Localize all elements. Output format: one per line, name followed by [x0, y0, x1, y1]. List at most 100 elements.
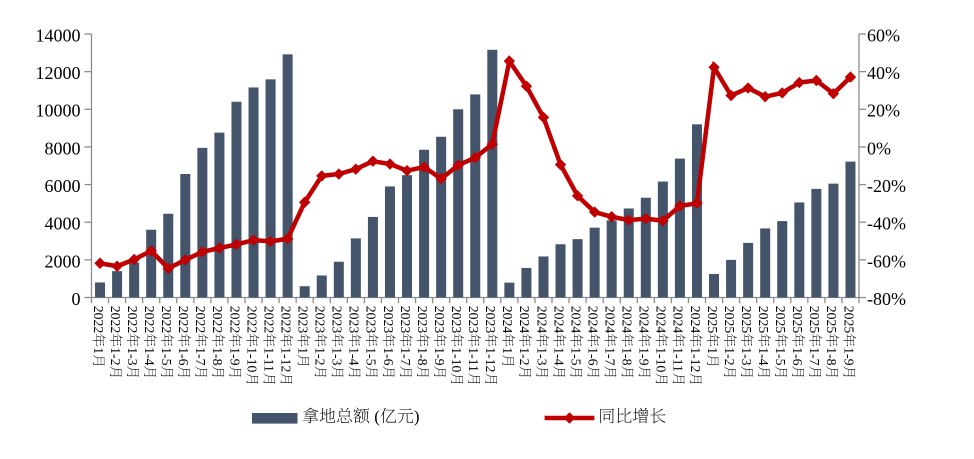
svg-text:1-4: 1-4: [142, 347, 157, 365]
svg-text:1-8: 1-8: [824, 347, 839, 365]
svg-text:2024: 2024: [637, 306, 652, 334]
svg-text:(: (: [374, 407, 380, 426]
svg-text:2023: 2023: [483, 306, 498, 334]
svg-text:2024: 2024: [620, 306, 635, 334]
svg-text:2024: 2024: [517, 306, 532, 334]
svg-text:1: 1: [295, 347, 310, 354]
svg-text:1-7: 1-7: [602, 347, 617, 365]
svg-text:2025: 2025: [773, 306, 788, 334]
svg-text:1-6: 1-6: [176, 347, 191, 365]
svg-text:2024: 2024: [500, 306, 515, 334]
svg-text:2022: 2022: [91, 306, 106, 334]
svg-text:2023: 2023: [432, 306, 447, 334]
svg-text:1-2: 1-2: [313, 347, 328, 365]
svg-text:2023: 2023: [415, 306, 430, 334]
svg-text:1-5: 1-5: [159, 347, 174, 365]
svg-text:1: 1: [705, 347, 720, 354]
svg-text:0: 0: [72, 289, 81, 309]
svg-text:4000: 4000: [45, 214, 81, 234]
svg-text:2023: 2023: [398, 306, 413, 334]
svg-text:2025: 2025: [705, 306, 720, 334]
svg-text:40%: 40%: [867, 63, 900, 83]
svg-text:2023: 2023: [295, 306, 310, 334]
svg-text:2022: 2022: [142, 306, 157, 334]
svg-text:12000: 12000: [36, 63, 81, 83]
svg-text:2023: 2023: [381, 306, 396, 334]
svg-text:1: 1: [91, 347, 106, 354]
svg-text:10000: 10000: [36, 101, 81, 121]
svg-text:1-4: 1-4: [551, 347, 566, 365]
svg-text:1-2: 1-2: [722, 347, 737, 365]
svg-text:60%: 60%: [867, 25, 900, 45]
svg-text:2025: 2025: [824, 306, 839, 334]
svg-text:1-11: 1-11: [466, 347, 481, 372]
svg-text:2025: 2025: [807, 306, 822, 334]
svg-text:2025: 2025: [790, 306, 805, 334]
svg-text:2022: 2022: [193, 306, 208, 334]
svg-text:2022: 2022: [244, 306, 259, 334]
svg-text:1-3: 1-3: [534, 347, 549, 365]
svg-text:1-7: 1-7: [807, 347, 822, 365]
svg-text:1-5: 1-5: [773, 347, 788, 365]
svg-text:2024: 2024: [585, 306, 600, 334]
svg-text:1-3: 1-3: [739, 347, 754, 365]
svg-text:1-6: 1-6: [381, 347, 396, 365]
svg-text:2024: 2024: [568, 306, 583, 334]
svg-text:1-9: 1-9: [227, 347, 242, 365]
svg-text:6000: 6000: [45, 176, 81, 196]
svg-text:2023: 2023: [347, 306, 362, 334]
svg-text:-20%: -20%: [867, 176, 906, 196]
svg-text:1-7: 1-7: [398, 347, 413, 365]
svg-text:2024: 2024: [688, 306, 703, 334]
svg-text:2022: 2022: [210, 306, 225, 334]
svg-text:2025: 2025: [756, 306, 771, 334]
svg-text:1-3: 1-3: [125, 347, 140, 365]
svg-text:2023: 2023: [313, 306, 328, 334]
svg-text:): ): [414, 407, 420, 426]
svg-text:2025: 2025: [841, 306, 856, 334]
svg-text:1-9: 1-9: [637, 347, 652, 365]
svg-text:1-5: 1-5: [364, 347, 379, 365]
svg-text:1-11: 1-11: [671, 347, 686, 372]
svg-text:1: 1: [500, 347, 515, 354]
svg-text:2023: 2023: [466, 306, 481, 334]
svg-text:2024: 2024: [534, 306, 549, 334]
svg-text:1-10: 1-10: [654, 347, 669, 372]
svg-text:1-3: 1-3: [330, 347, 345, 365]
svg-text:1-12: 1-12: [278, 347, 293, 372]
svg-text:2024: 2024: [654, 306, 669, 334]
svg-text:1-2: 1-2: [108, 347, 123, 365]
svg-text:2000: 2000: [45, 251, 81, 271]
svg-text:2022: 2022: [108, 306, 123, 334]
svg-text:1-4: 1-4: [756, 347, 771, 365]
svg-text:2022: 2022: [159, 306, 174, 334]
svg-text:2022: 2022: [227, 306, 242, 334]
svg-text:2025: 2025: [739, 306, 754, 334]
svg-text:2023: 2023: [330, 306, 345, 334]
svg-text:2024: 2024: [671, 306, 686, 334]
svg-text:1-9: 1-9: [841, 347, 856, 365]
svg-text:2023: 2023: [364, 306, 379, 334]
svg-text:-40%: -40%: [867, 214, 906, 234]
svg-text:-80%: -80%: [867, 289, 906, 309]
svg-text:1-8: 1-8: [210, 347, 225, 365]
svg-text:2024: 2024: [602, 306, 617, 334]
svg-text:14000: 14000: [36, 25, 81, 45]
svg-text:1-5: 1-5: [568, 347, 583, 365]
svg-text:-60%: -60%: [867, 251, 906, 271]
svg-text:2022: 2022: [176, 306, 191, 334]
svg-text:1-6: 1-6: [790, 347, 805, 365]
svg-text:1-7: 1-7: [193, 347, 208, 365]
svg-text:2022: 2022: [125, 306, 140, 334]
svg-text:1-10: 1-10: [244, 347, 259, 372]
svg-text:1-12: 1-12: [483, 347, 498, 372]
svg-text:2022: 2022: [261, 306, 276, 334]
svg-text:1-8: 1-8: [620, 347, 635, 365]
svg-text:2023: 2023: [449, 306, 464, 334]
svg-text:1-4: 1-4: [347, 347, 362, 365]
svg-text:20%: 20%: [867, 101, 900, 121]
svg-text:1-6: 1-6: [585, 347, 600, 365]
svg-text:2025: 2025: [722, 306, 737, 334]
svg-text:2022: 2022: [278, 306, 293, 334]
svg-text:1-10: 1-10: [449, 347, 464, 372]
